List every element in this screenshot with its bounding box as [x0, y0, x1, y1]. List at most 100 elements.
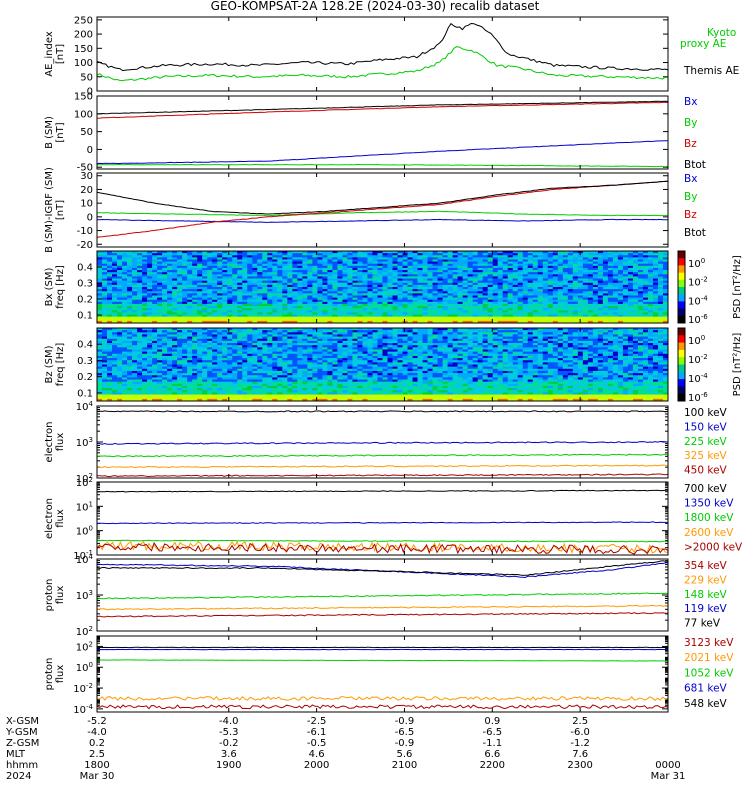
panel-frame-6 [96, 481, 669, 556]
legend-entry-77-kev: 77 keV [684, 618, 721, 630]
series-line-229-kev [96, 604, 669, 611]
legend-entry--2000-kev: >2000 keV [684, 541, 743, 553]
chart-title: GEO-KOMPSAT-2A 128.2E (2024-03-30) recal… [210, 0, 540, 13]
y-tick-label: 0.4 [77, 340, 93, 351]
legend-entry-148-kev: 148 keV [684, 589, 728, 601]
ephemeris-value: 7.6 [572, 749, 588, 760]
series-line-by [97, 163, 669, 168]
y-tick-label: 104 [76, 400, 94, 413]
y-axis-label: Bz (SM) [44, 345, 55, 383]
y-axis-label-1: B (SM) [nT] [44, 116, 66, 149]
series-line-1052-kev [96, 659, 669, 662]
spectrogram-3 [97, 251, 669, 324]
y-tick-label: 103 [76, 436, 93, 449]
colorbar-segment [678, 349, 685, 358]
y-tick-label: 0.1 [77, 311, 93, 322]
colorbar-tick-label: 10-4 [688, 372, 708, 385]
legend-entry-2021-kev: 2021 keV [684, 652, 734, 664]
y-tick-label: 100 [76, 525, 93, 538]
ephemeris-row-label: hhmm [6, 760, 38, 771]
colorbar-frame [677, 327, 686, 402]
y-axis-label-6: electron flux [44, 498, 66, 539]
colorbar-segment [678, 294, 685, 302]
y-tick-label: 150 [74, 92, 93, 103]
colorbar-frame [677, 250, 686, 324]
colorbar-tick-label: 10-2 [688, 353, 708, 366]
ephemeris-value: -4.0 [87, 727, 107, 738]
colorbar-segment [678, 342, 685, 351]
y-axis-label-8: proton flux [44, 658, 66, 691]
ephemeris-value: 3.6 [221, 749, 237, 760]
y-tick-label: -20 [77, 240, 93, 251]
ephemeris-value: -1.2 [570, 738, 590, 749]
y-tick-label: 102 [76, 625, 93, 638]
ephemeris-value: 2000 [304, 760, 329, 771]
ephemeris-value: 2100 [392, 760, 417, 771]
legend-entry-bz: Bz [684, 138, 697, 150]
colorbar-label: PSD [nT²/Hz] [732, 333, 743, 397]
colorbar-segment [678, 379, 685, 387]
series-line-77-kev [96, 560, 668, 576]
y-tick-label: 200 [74, 30, 93, 41]
y-tick-label: 100 [74, 58, 93, 69]
colorbar-segment [678, 328, 685, 336]
series-line-2021-kev [96, 695, 669, 701]
legend-entry-229-kev: 229 keV [684, 574, 728, 586]
y-tick-label: 0.2 [77, 295, 93, 306]
panel-frame-8 [96, 635, 669, 713]
series-line-bx [96, 218, 668, 223]
series-line-100-kev [96, 410, 669, 413]
y-tick-label: 0.4 [77, 263, 93, 274]
y-axis-label: B (SM) [44, 116, 55, 149]
ephemeris-row-label: X-GSM [6, 716, 39, 727]
colorbar-tick-label: 100 [688, 257, 705, 270]
y-tick-label: 0 [87, 212, 93, 223]
legend-entry-100-kev: 100 keV [684, 407, 728, 419]
ephemeris-value: -0.5 [307, 738, 327, 749]
colorbar-segment [678, 357, 685, 365]
ephemeris-value: 1900 [216, 760, 241, 771]
series-line-354-kev [96, 612, 668, 618]
legend-entry-150-kev: 150 keV [684, 421, 728, 433]
ephemeris-value: -6.1 [307, 727, 327, 738]
series-line-119-kev [96, 562, 669, 579]
ephemeris-row-label: 2024 [6, 771, 31, 782]
series-line-325-kev [96, 464, 669, 469]
y-tick-label: 10-2 [73, 682, 93, 695]
ephemeris-row-label: Y-GSM [5, 727, 38, 738]
legend-entry-kyoto: Kyoto [707, 27, 736, 39]
y-tick-label: 20 [80, 185, 93, 196]
ephemeris-value: Mar 30 [80, 771, 115, 782]
colorbar-tick-label: 10-6 [688, 313, 708, 326]
y-axis-label: proton [44, 658, 55, 691]
colorbar-segment [678, 258, 685, 266]
ephemeris-value: 5.6 [397, 749, 413, 760]
y-axis-label: B (SM)-IGRF (SM) [44, 167, 55, 253]
y-tick-label: 0.2 [77, 372, 93, 383]
y-axis-label: flux [55, 665, 66, 684]
series-line-btot [96, 180, 669, 215]
colorbar-segment [678, 335, 685, 344]
colorbar-segment [678, 279, 685, 288]
panel-frame-2 [96, 172, 669, 248]
legend-entry-548-kev: 548 keV [684, 698, 728, 710]
legend-entry-bz: Bz [684, 209, 697, 221]
series-line-bz [96, 101, 669, 119]
y-axis-label: [nT] [55, 122, 66, 142]
y-axis-label: [nT] [55, 44, 66, 64]
series-line-1350-kev [96, 521, 668, 525]
colorbar-label: PSD [nT²/Hz] [732, 255, 743, 319]
legend-entry-bx: Bx [684, 96, 697, 108]
y-axis-label: Bx (SM) [44, 268, 55, 307]
ephemeris-value: -4.0 [219, 716, 239, 727]
ephemeris-value: -0.9 [395, 738, 415, 749]
legend-entry-by: By [684, 117, 697, 129]
panel-frame-1 [96, 95, 669, 170]
y-axis-label: proton [44, 579, 55, 612]
series-line-700-kev [96, 489, 669, 493]
colorbar-segment [678, 393, 685, 402]
ephemeris-value: 1800 [84, 760, 109, 771]
series-line-450-kev [96, 473, 669, 478]
ephemeris-value: 0.9 [484, 716, 500, 727]
